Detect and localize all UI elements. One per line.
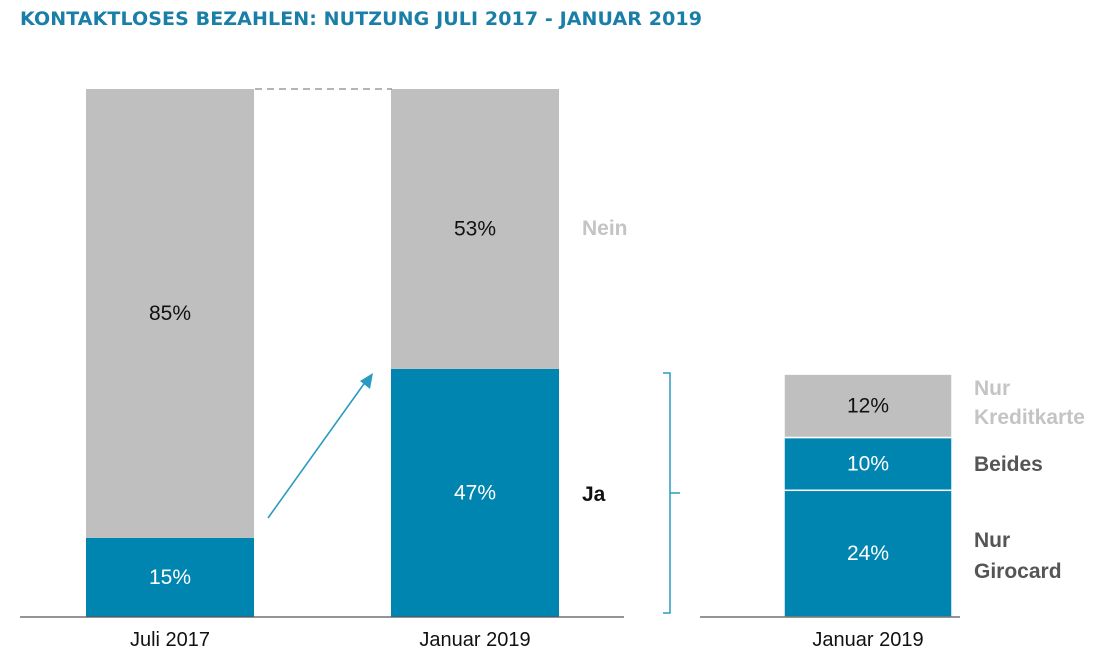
data-label-nur-girocard-1-0: 24% (847, 542, 889, 565)
growth-arrow-head (360, 373, 373, 389)
nur-kreditkarte-label-line2: Kreditkarte (974, 406, 1085, 429)
data-label-ja-0-1: 47% (454, 481, 496, 504)
bar-segment-nein-0-0 (86, 89, 254, 538)
nein-label: Nein (582, 217, 628, 240)
data-label-ja-0-0: 15% (149, 566, 191, 589)
nur-girocard-label-line2: Girocard (974, 560, 1062, 583)
ja-bracket (663, 372, 680, 614)
nur-kreditkarte-label-line1: Nur (974, 377, 1010, 400)
growth-arrow (267, 380, 367, 519)
data-label-nein-0-0: 85% (149, 302, 191, 325)
bar-segment-nein-0-1 (391, 89, 559, 369)
labels-layer: 15% 85% Juli 2017 47% 53% Januar 2019 24% 10% 12… (130, 217, 924, 651)
bar-segment-ja-0-1 (391, 368, 559, 617)
beides-label: Beides (974, 453, 1043, 476)
category-label-1-0: Januar 2019 (812, 629, 923, 651)
data-label-beides-1-0: 10% (847, 452, 889, 475)
data-label-nein-0-1: 53% (454, 217, 496, 240)
chart-title: KONTAKTLOSES BEZAHLEN: NUTZUNG JULI 2017… (20, 8, 703, 30)
bars-layer (86, 89, 953, 618)
bar-segment-nur-kreditkarte-1-0 (783, 373, 953, 439)
data-label-nur-kreditkarte-1-0: 12% (847, 394, 889, 417)
category-label-0-0: Juli 2017 (130, 629, 210, 651)
nur-girocard-label-line1: Nur (974, 529, 1010, 552)
ja-label: Ja (582, 483, 606, 506)
category-label-0-1: Januar 2019 (419, 629, 530, 651)
bar-segment-ja-0-0 (86, 537, 254, 617)
